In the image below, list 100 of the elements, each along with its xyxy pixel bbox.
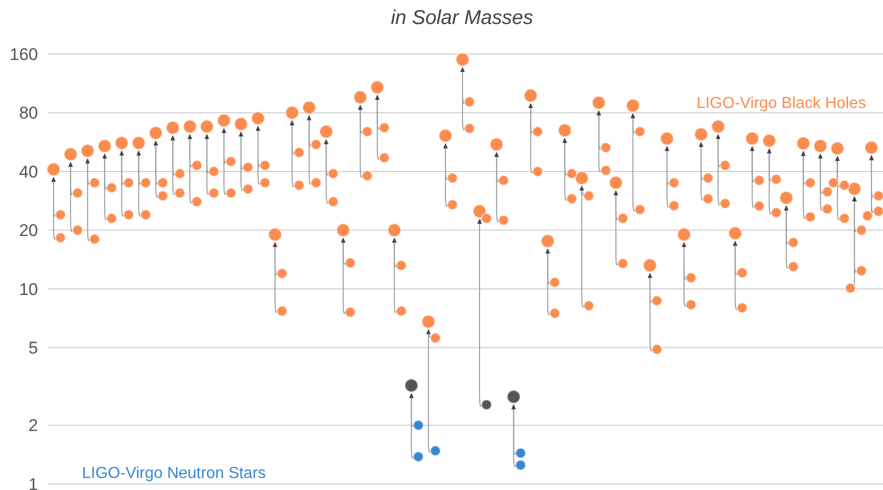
annotation: LIGO-Virgo Neutron Stars (82, 465, 266, 482)
point (293, 146, 305, 158)
point (838, 212, 850, 224)
point (788, 236, 800, 248)
point (736, 267, 748, 279)
point (140, 177, 152, 189)
point (106, 212, 118, 224)
point (788, 260, 800, 272)
point (770, 173, 782, 185)
point (242, 162, 254, 174)
point (378, 152, 390, 164)
point (822, 186, 834, 198)
point (651, 344, 663, 356)
point (327, 168, 339, 180)
point (276, 268, 288, 280)
point (770, 206, 782, 218)
point (514, 447, 526, 459)
point (600, 142, 612, 154)
point (872, 206, 883, 218)
point (548, 308, 560, 320)
chart-title: in Solar Masses (390, 7, 534, 29)
point (856, 224, 868, 236)
point (498, 174, 510, 186)
point (600, 164, 612, 176)
point (668, 177, 680, 189)
point (856, 264, 868, 276)
point (498, 214, 510, 226)
point (310, 138, 322, 150)
point (753, 200, 765, 212)
point (634, 204, 646, 216)
point (736, 302, 748, 314)
point (72, 187, 84, 199)
point (344, 257, 356, 269)
y-tick-label: 5 (28, 338, 38, 358)
point (702, 172, 714, 184)
point (872, 190, 883, 202)
point (225, 156, 237, 168)
point (140, 208, 152, 220)
point (72, 224, 84, 236)
point (634, 126, 646, 138)
point (174, 187, 186, 199)
point (88, 177, 100, 189)
point (106, 182, 118, 194)
point (651, 294, 663, 306)
point (532, 126, 544, 138)
point (191, 196, 203, 208)
point (753, 174, 765, 186)
point (362, 126, 374, 138)
point (583, 190, 595, 202)
point (396, 260, 408, 272)
point (259, 177, 271, 189)
point (122, 208, 134, 220)
point (804, 177, 816, 189)
point (362, 170, 374, 182)
point (430, 332, 442, 344)
y-tick-label: 40 (19, 162, 38, 182)
y-tick-label: 20 (19, 221, 38, 240)
point (412, 420, 424, 432)
point (344, 306, 356, 318)
point (464, 122, 476, 134)
point (566, 168, 578, 180)
point (464, 96, 476, 108)
point (157, 190, 169, 202)
point (412, 450, 424, 462)
point (208, 187, 220, 199)
point (225, 187, 237, 199)
point (208, 166, 220, 178)
point (174, 168, 186, 180)
point (617, 258, 629, 270)
point (532, 166, 544, 178)
point (276, 305, 288, 317)
point (293, 179, 305, 191)
point (702, 192, 714, 204)
point (480, 212, 492, 224)
point (617, 212, 629, 224)
point (327, 196, 339, 208)
point (122, 177, 134, 189)
point (838, 179, 850, 191)
point (804, 211, 816, 223)
y-tick-label: 2 (28, 416, 38, 436)
annotation: LIGO-Virgo Black Holes (696, 95, 866, 112)
point (514, 459, 526, 471)
point (430, 445, 442, 457)
point (242, 183, 254, 195)
y-tick-label: 1 (28, 474, 38, 490)
point (719, 160, 731, 172)
point (310, 177, 322, 189)
y-tick-label: 160 (10, 44, 38, 64)
point (157, 177, 169, 189)
point (259, 160, 271, 172)
point (378, 122, 390, 134)
point (566, 192, 578, 204)
point (719, 198, 731, 210)
point (548, 276, 560, 288)
y-tick-label: 10 (19, 280, 38, 299)
point (685, 298, 697, 310)
point (685, 272, 697, 284)
point (480, 398, 492, 410)
y-tick-label: 80 (19, 104, 38, 123)
point (88, 233, 100, 245)
